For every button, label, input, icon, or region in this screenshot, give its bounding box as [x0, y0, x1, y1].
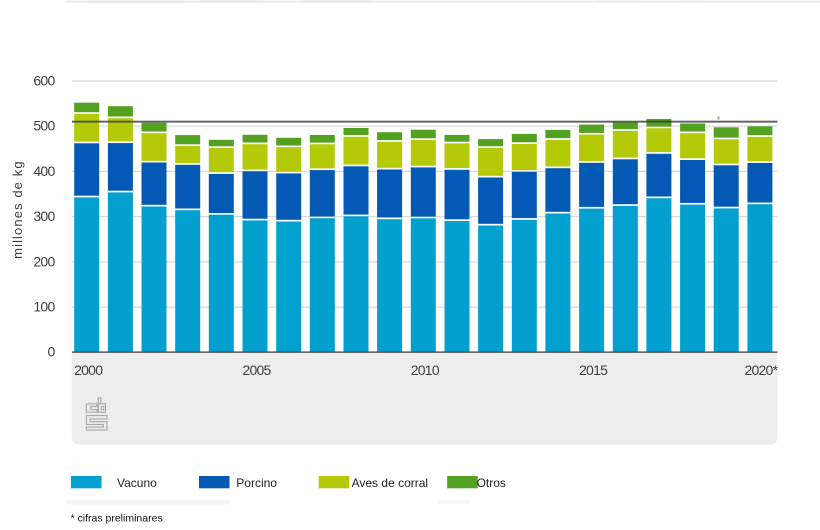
svg-text:Otros: Otros	[477, 476, 506, 490]
svg-text:100: 100	[33, 299, 55, 315]
svg-text:600: 600	[33, 72, 55, 88]
svg-text:400: 400	[33, 163, 55, 179]
svg-text:200: 200	[33, 253, 55, 269]
svg-text:2020*: 2020*	[744, 362, 778, 378]
svg-text:2015: 2015	[579, 362, 608, 378]
svg-text:Vacuno: Vacuno	[117, 476, 157, 490]
svg-text:2010: 2010	[411, 362, 440, 378]
svg-text:2000: 2000	[74, 362, 103, 378]
svg-text:Porcino: Porcino	[236, 476, 277, 490]
svg-text:millones de kg: millones de kg	[10, 160, 25, 259]
svg-text:Aves de corral: Aves de corral	[352, 476, 428, 490]
svg-text:2005: 2005	[242, 362, 271, 378]
svg-text:500: 500	[33, 118, 55, 134]
svg-text:0: 0	[47, 344, 55, 360]
svg-text:* cifras preliminares: * cifras preliminares	[71, 512, 163, 524]
svg-text:300: 300	[33, 208, 55, 224]
